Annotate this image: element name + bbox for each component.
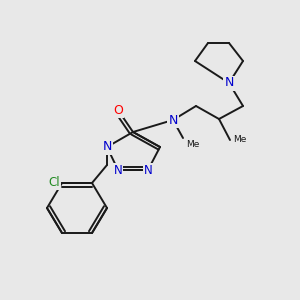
Text: N: N — [144, 164, 152, 176]
Text: Me: Me — [186, 140, 200, 149]
Text: Cl: Cl — [48, 176, 60, 190]
Text: N: N — [224, 76, 234, 89]
Text: N: N — [168, 113, 178, 127]
Text: N: N — [102, 140, 112, 154]
Text: O: O — [113, 103, 123, 116]
Text: Me: Me — [233, 136, 246, 145]
Text: N: N — [114, 164, 122, 176]
